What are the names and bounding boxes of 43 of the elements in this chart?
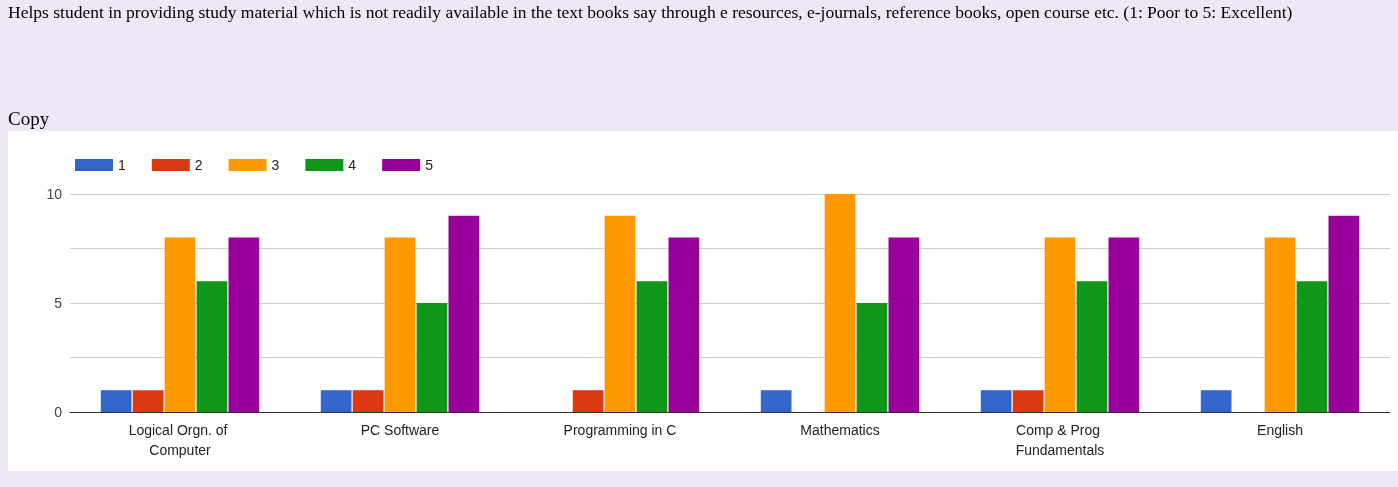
bar bbox=[164, 237, 196, 412]
legend-label: 1 bbox=[118, 157, 126, 173]
legend-label: 5 bbox=[425, 157, 434, 173]
legend-label: 4 bbox=[348, 157, 357, 173]
bar bbox=[1012, 390, 1044, 412]
bar bbox=[572, 390, 604, 412]
bar bbox=[856, 303, 888, 412]
bar bbox=[636, 281, 668, 412]
x-tick-label: Logical Orgn. of Computer bbox=[128, 422, 232, 458]
bar bbox=[320, 390, 352, 412]
bar bbox=[1076, 281, 1108, 412]
bar bbox=[1264, 237, 1296, 412]
bar bbox=[196, 281, 228, 412]
x-tick-label: Comp & Prog Fundamentals bbox=[1015, 422, 1105, 458]
bar bbox=[888, 237, 920, 412]
bar bbox=[448, 215, 480, 412]
chart-title: Helps student in providing study material which is not readily available in the text books say through e resources, e-journals, reference books, open course etc. (1: Poor to 5: Excellent) bbox=[7, 1, 1294, 24]
bar bbox=[1296, 281, 1328, 412]
x-tick-label: English bbox=[1257, 422, 1303, 438]
bar bbox=[384, 237, 416, 412]
bar bbox=[1044, 237, 1076, 412]
bar bbox=[1200, 390, 1232, 412]
x-tick-label: Programming in C bbox=[563, 422, 677, 438]
bar bbox=[100, 390, 132, 412]
y-tick-label: 0 bbox=[54, 404, 63, 420]
bar bbox=[824, 194, 856, 412]
bar bbox=[132, 390, 164, 412]
legend-label: 2 bbox=[194, 157, 203, 173]
bar bbox=[228, 237, 260, 412]
bar bbox=[1108, 237, 1140, 412]
text: Copy bbox=[7, 108, 51, 130]
x-tick-label: Mathematics bbox=[800, 422, 880, 438]
x-tick-label: PC Software bbox=[360, 422, 440, 438]
bar bbox=[352, 390, 384, 412]
y-tick-label: 10 bbox=[46, 186, 63, 202]
bar bbox=[980, 390, 1012, 412]
bar bbox=[760, 390, 792, 412]
bar bbox=[1328, 215, 1360, 412]
bar bbox=[416, 303, 448, 412]
y-tick-label: 5 bbox=[54, 295, 63, 311]
legend-label: 3 bbox=[271, 157, 280, 173]
bar bbox=[668, 237, 700, 412]
bar bbox=[604, 215, 636, 412]
